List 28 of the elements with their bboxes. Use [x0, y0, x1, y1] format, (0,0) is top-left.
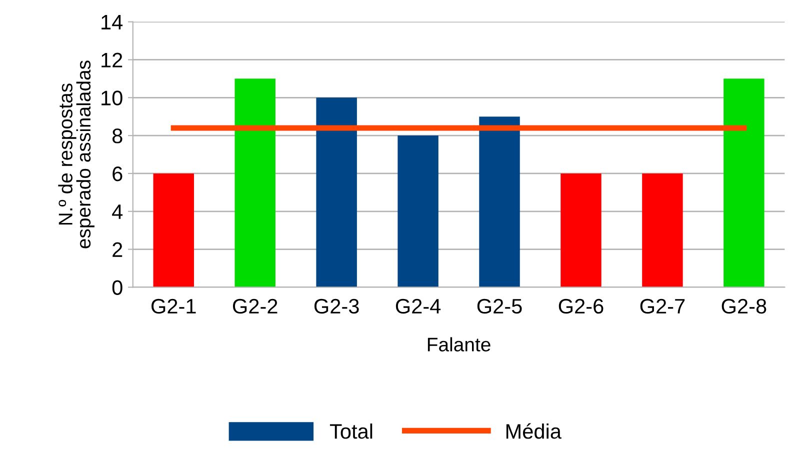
legend-label: Total — [330, 424, 372, 439]
y-tick-label: 6 — [112, 166, 122, 182]
y-tick-label: 2 — [112, 242, 122, 257]
x-tick-label: G2-2 — [232, 298, 278, 314]
x-axis-title: Falante — [428, 337, 490, 352]
bar — [234, 78, 276, 288]
y-tick-label: 14 — [102, 15, 123, 30]
y-tick-label: 8 — [112, 128, 122, 144]
y-tick-label: 0 — [112, 280, 122, 295]
legend-label: Média — [506, 423, 562, 439]
bar — [724, 78, 764, 288]
x-tick-label: G2-6 — [558, 298, 604, 314]
y-tick-label: 12 — [102, 52, 122, 68]
x-tick-label: G2-7 — [640, 298, 685, 314]
x-tick-label: G2-5 — [477, 298, 522, 314]
bar — [316, 98, 357, 288]
bar — [153, 173, 194, 288]
x-tick-label: G2-3 — [314, 298, 359, 314]
bar — [398, 136, 438, 288]
x-tick-label: G2-1 — [152, 298, 196, 314]
bar — [560, 173, 602, 288]
bar — [642, 173, 683, 288]
x-tick-label: G2-8 — [722, 298, 766, 314]
y-tick-label: 4 — [112, 204, 123, 219]
y-axis-title: N.º de respostas esperado assinaladas — [58, 60, 94, 248]
bar — [479, 116, 520, 288]
y-tick-label: 10 — [102, 90, 122, 106]
x-tick-label: G2-4 — [396, 298, 441, 314]
